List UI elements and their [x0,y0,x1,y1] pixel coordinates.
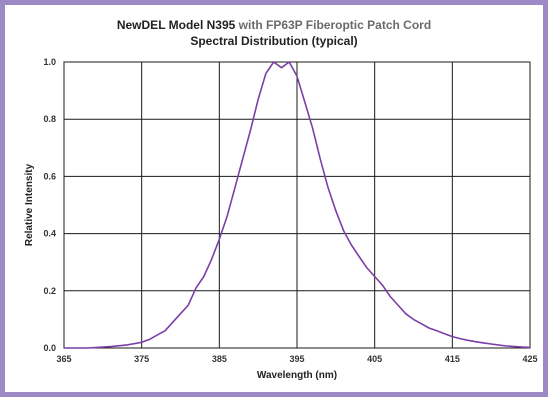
plot-area-border [63,61,531,349]
chart-title: NewDEL Model N395 with FP63P Fiberoptic … [5,18,543,33]
spectral-series-line [64,61,531,349]
y-tick-label: 0.6 [43,171,56,181]
x-tick-label: 415 [445,354,460,364]
x-tick-label: 385 [212,354,227,364]
y-tick-label: 0.8 [43,114,56,124]
chart-subtitle: Spectral Distribution (typical) [190,34,358,48]
y-tick-label: 0.0 [43,343,56,353]
x-tick-label: 395 [289,354,304,364]
chart-title-model: NewDEL Model N395 [116,18,236,32]
x-tick-label: 365 [56,354,71,364]
spectral-chart: 0.0 0.2 0.4 0.6 0.8 1.0 365 375 385 395 405 415 425 W… [24,57,538,381]
x-tick-label: 425 [522,354,537,364]
x-axis-label: Wavelength (nm) [257,370,337,381]
x-tick-label: 405 [367,354,382,364]
y-tick-label: 0.4 [43,229,56,239]
y-tick-label: 1.0 [43,57,56,67]
y-axis-label: Relative Intensity [24,163,35,246]
y-tick-label: 0.2 [43,286,56,296]
chart-title-rest: with FP63P Fiberoptic Patch Cord [238,18,432,32]
x-tick-label: 375 [134,354,149,364]
